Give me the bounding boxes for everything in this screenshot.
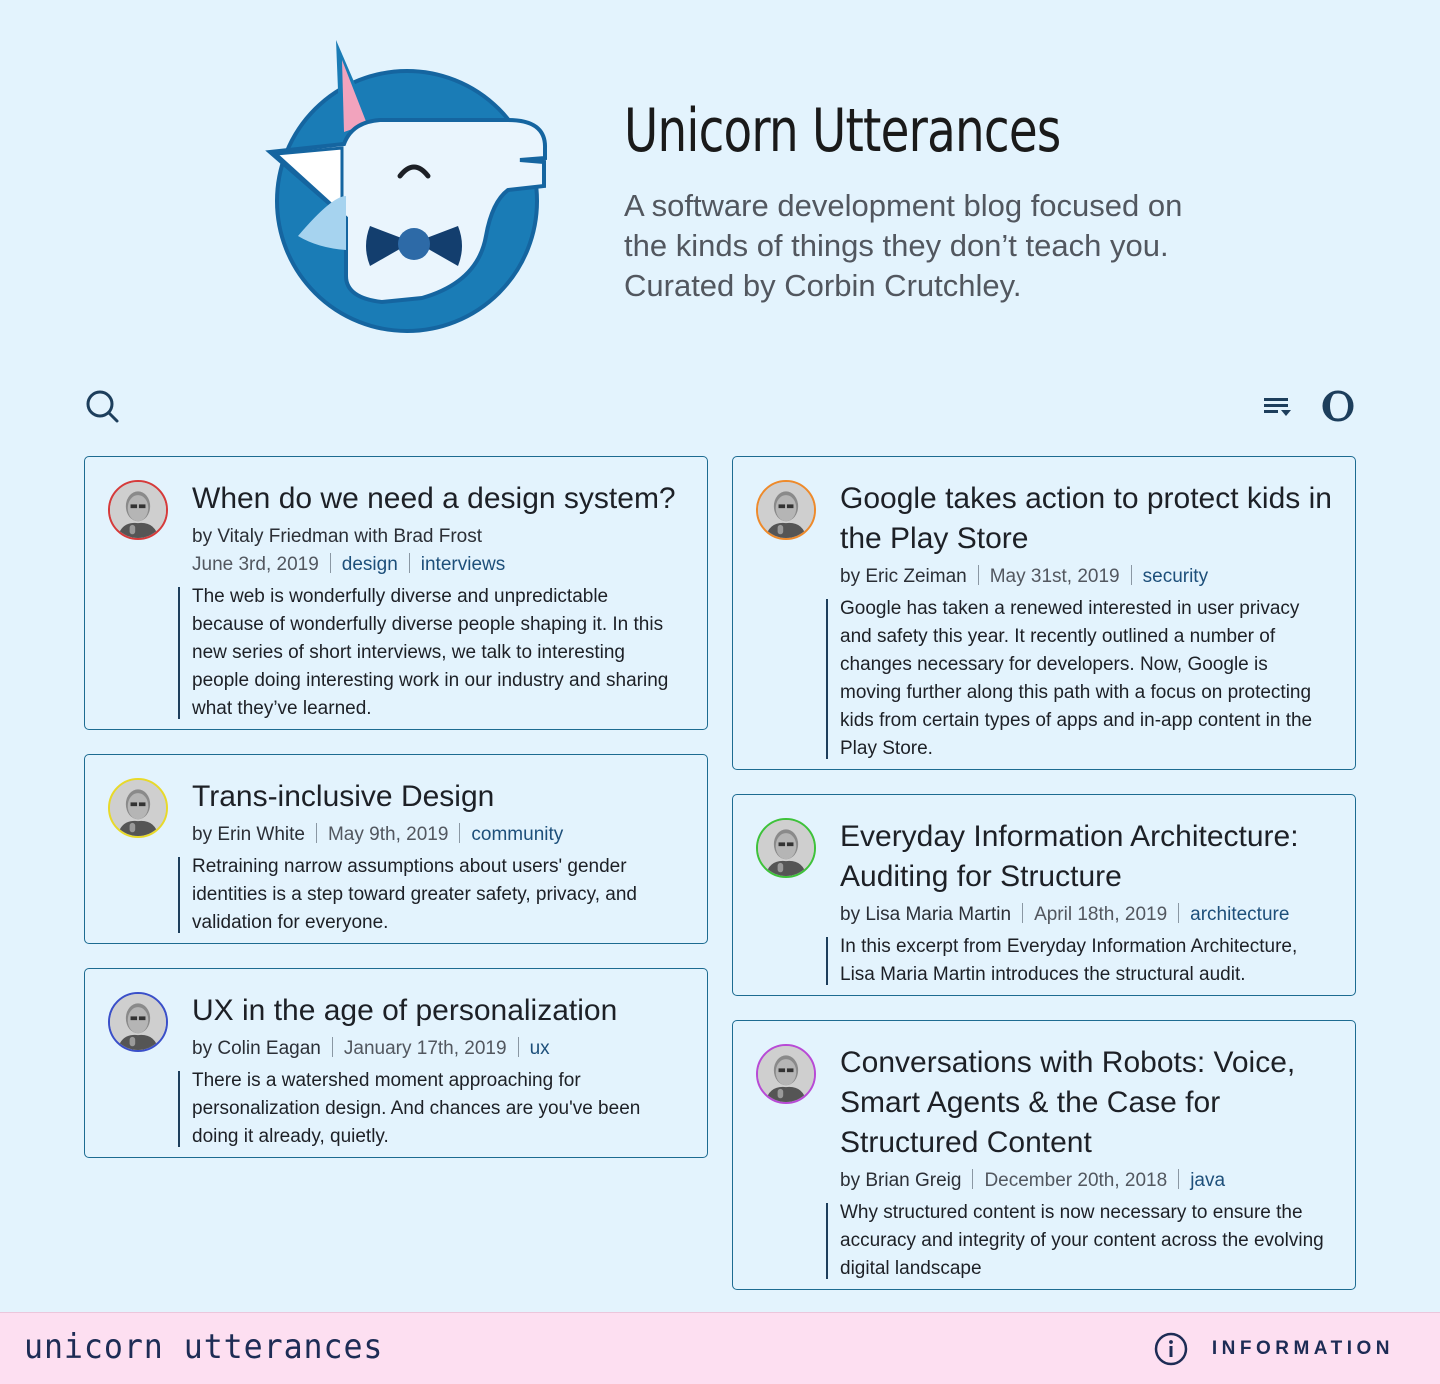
author-avatar[interactable]: [756, 1044, 816, 1104]
post-tag[interactable]: java: [1190, 1170, 1226, 1191]
footer-brand[interactable]: unicorn utterances: [24, 1327, 384, 1367]
post-date: May 9th, 2019: [327, 824, 449, 845]
post-card[interactable]: UX in the age of personalization by Coli…: [84, 968, 708, 1158]
post-authors[interactable]: by Eric Zeiman: [840, 566, 967, 587]
author-avatar[interactable]: [108, 778, 168, 838]
site-header: Unicorn Utterances A software developmen…: [0, 0, 1440, 360]
post-date: December 20th, 2018: [984, 1170, 1168, 1191]
post-card[interactable]: Google takes action to protect kids in t…: [732, 456, 1356, 770]
post-date: January 17th, 2019: [343, 1038, 507, 1059]
author-avatar[interactable]: [756, 480, 816, 540]
unicorn-logo[interactable]: [262, 36, 552, 336]
post-authors[interactable]: by Lisa Maria Martin: [840, 904, 1012, 925]
post-date: May 31st, 2019: [989, 566, 1120, 587]
info-icon: [1154, 1332, 1188, 1366]
dark-mode-icon[interactable]: [1320, 388, 1356, 424]
post-authors[interactable]: by Brian Greig: [840, 1170, 962, 1191]
post-tag[interactable]: interviews: [420, 554, 506, 575]
post-authors[interactable]: by Vitaly Friedman with Brad Frost: [192, 526, 483, 547]
author-avatar[interactable]: [108, 992, 168, 1052]
post-excerpt: Google has taken a renewed interested in…: [826, 595, 1333, 765]
post-meta: by Colin Eagan January 17th, 2019 ux: [192, 1035, 685, 1063]
author-avatar[interactable]: [108, 480, 168, 540]
post-date: April 18th, 2019: [1034, 904, 1168, 925]
footer: unicorn utterances INFORMATION: [0, 1312, 1440, 1384]
post-meta: by Brian Greig December 20th, 2018 java: [840, 1167, 1333, 1195]
post-excerpt: Why structured content is now necessary …: [826, 1199, 1333, 1285]
post-title[interactable]: Google takes action to protect kids in t…: [840, 482, 1332, 555]
post-title[interactable]: UX in the age of personalization: [192, 994, 618, 1027]
post-list-left: When do we need a design system? by Vita…: [84, 456, 708, 1182]
post-authors[interactable]: by Colin Eagan: [192, 1038, 321, 1059]
post-meta: by Eric Zeiman May 31st, 2019 security: [840, 563, 1333, 591]
information-label: INFORMATION: [1211, 1338, 1394, 1359]
post-card[interactable]: Conversations with Robots: Voice, Smart …: [732, 1020, 1356, 1290]
post-meta: by Lisa Maria Martin April 18th, 2019 arch…: [840, 901, 1333, 929]
information-link[interactable]: INFORMATION: [1154, 1331, 1394, 1367]
author-avatar[interactable]: [756, 818, 816, 878]
post-tag[interactable]: architecture: [1190, 904, 1290, 925]
post-title[interactable]: Trans-inclusive Design: [192, 780, 495, 813]
site-title: Unicorn Utterances: [624, 96, 1061, 166]
post-card[interactable]: Everyday Information Architecture: Audit…: [732, 794, 1356, 996]
post-tag[interactable]: design: [341, 554, 398, 575]
post-tag[interactable]: security: [1142, 566, 1209, 587]
post-excerpt: There is a watershed moment approaching …: [178, 1067, 685, 1153]
sort-icon[interactable]: [1260, 388, 1296, 424]
post-excerpt: Retraining narrow assumptions about user…: [178, 853, 685, 939]
toolbar: [84, 388, 1356, 428]
post-meta: June 3rd, 2019 design interviews: [192, 551, 685, 579]
post-meta: by Erin White May 9th, 2019 community: [192, 821, 685, 849]
post-excerpt: The web is wonderfully diverse and unpre…: [178, 583, 685, 725]
post-card[interactable]: When do we need a design system? by Vita…: [84, 456, 708, 730]
post-authors[interactable]: by Erin White: [192, 824, 305, 845]
post-tag[interactable]: community: [471, 824, 564, 845]
post-title[interactable]: Everyday Information Architecture: Audit…: [840, 820, 1299, 893]
post-tag[interactable]: ux: [529, 1038, 550, 1059]
post-excerpt: In this excerpt from Everyday Informatio…: [826, 933, 1333, 991]
post-title[interactable]: Conversations with Robots: Voice, Smart …: [840, 1046, 1296, 1159]
site-description: A software development blog focused on t…: [624, 188, 1183, 303]
post-title[interactable]: When do we need a design system?: [192, 482, 676, 515]
post-list-right: Google takes action to protect kids in t…: [732, 456, 1356, 1314]
post-date: June 3rd, 2019: [192, 554, 319, 575]
search-icon[interactable]: [84, 388, 120, 424]
post-card[interactable]: Trans-inclusive Design by Erin White May …: [84, 754, 708, 944]
